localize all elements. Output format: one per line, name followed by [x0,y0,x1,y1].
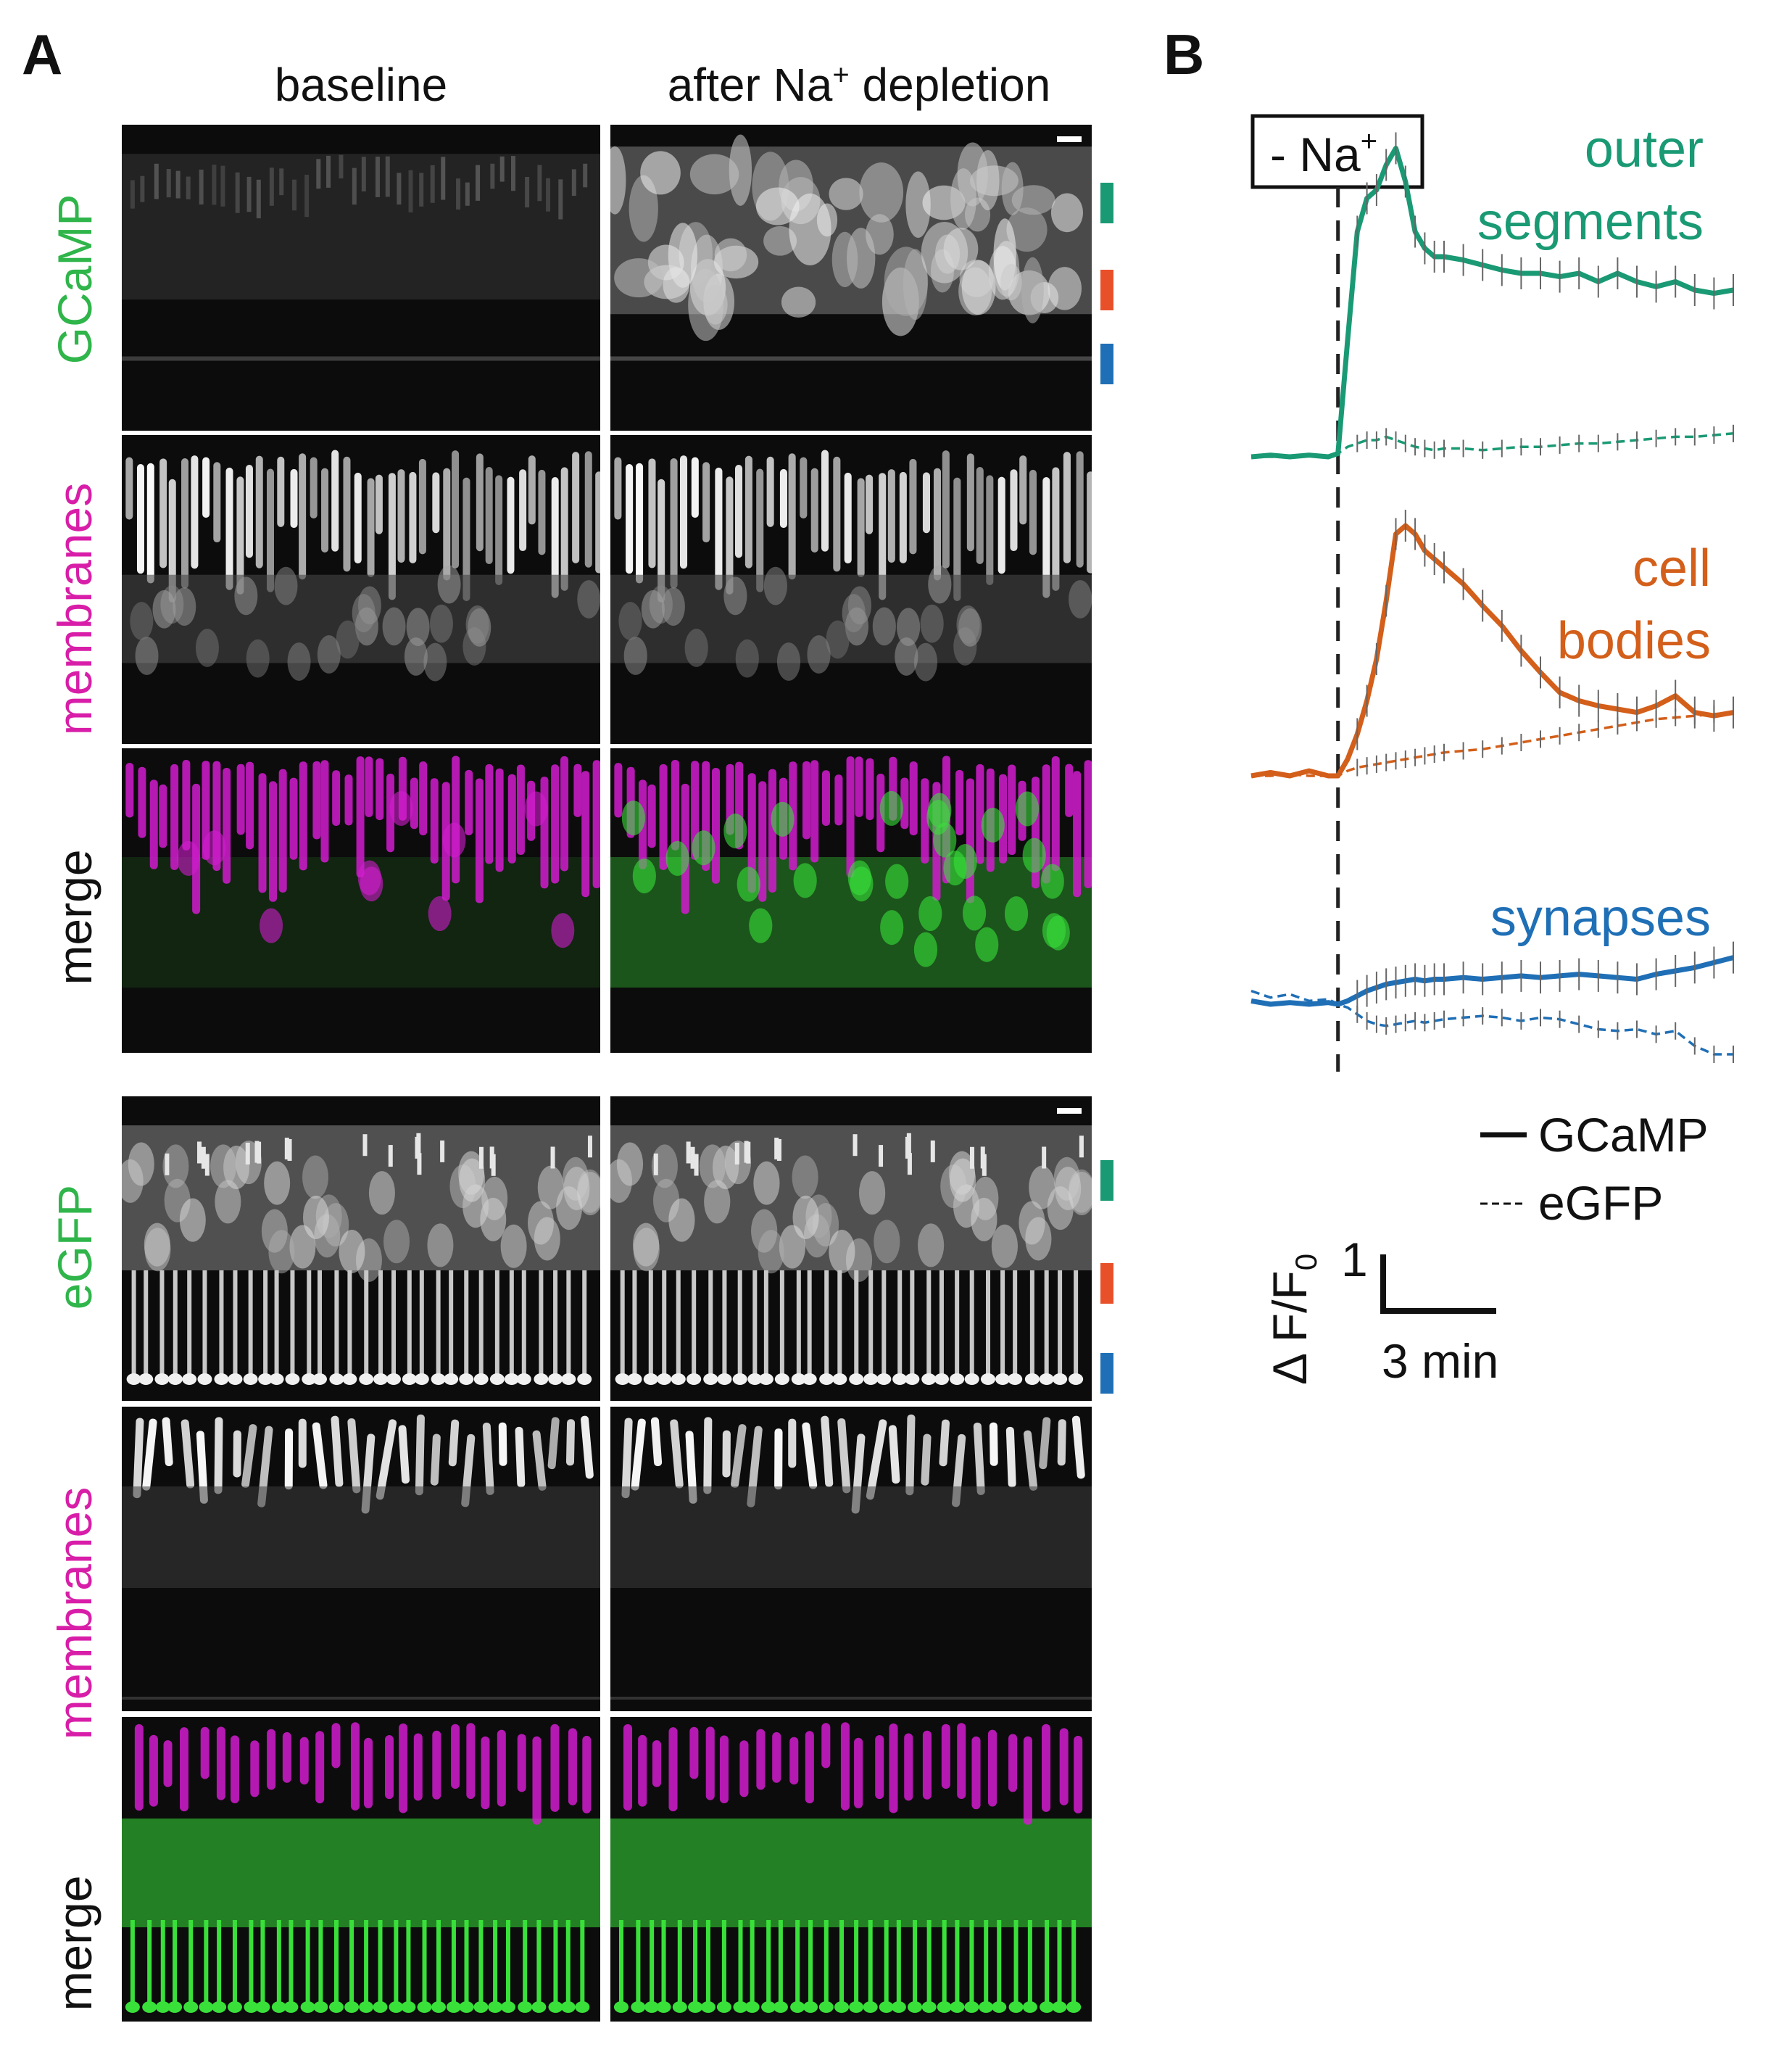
scale-bar-axis-sub: 0 [1289,1254,1323,1270]
marker-synapses-top [1100,344,1113,384]
trace-label-cell-bodies: cell [1633,539,1711,597]
image-membranes-baseline-bottom [122,1407,600,1711]
legend-label-egfp: eGFP [1538,1176,1663,1230]
image-membranes-after-top [610,435,1092,744]
image-merge-after-bottom [610,1717,1092,2022]
scale-bar-axis-label: Δ F/F0 [1263,1254,1323,1385]
row-label-egfp: eGFP [48,1184,101,1310]
column-title-after-suffix: depletion [849,59,1051,111]
trace-label-outer-segments: outer [1585,120,1704,178]
image-merge-after-top [610,748,1092,1053]
marker-synapses-bottom [1100,1353,1113,1394]
marker-cell-bodies-top [1100,270,1113,310]
line-chart: - Na+ outer segments cell bodies synapses GC… [1250,114,1734,1388]
marker-cell-bodies-bottom [1100,1263,1113,1304]
trace-label-outer-segments: segments [1477,193,1704,251]
scale-bar-bottom [1057,1108,1082,1114]
image-merge-baseline-top [122,748,600,1053]
row-label-membranes-bottom: membranes [48,1486,101,1740]
row-label-gcamp: GCaMP [48,194,101,365]
trace-gcamp-outer-segments [1250,146,1734,460]
trace-egfp-outer-segments [1251,432,1734,458]
image-gcamp-after [610,125,1092,431]
image-egfp-after [610,1096,1092,1401]
image-membranes-baseline-top [122,435,600,744]
stimulus-label: - Na+ [1270,125,1377,181]
scale-bar-l [1380,1254,1496,1314]
column-title-baseline: baseline [274,59,448,111]
column-title-after-na-depletion: after Na+ depletion [605,58,1113,112]
scale-bar-y-label: 1 [1341,1233,1368,1286]
scale-bar-top [1057,136,1082,142]
image-merge-baseline-bottom [122,1717,600,2022]
image-membranes-after-bottom [610,1407,1092,1711]
row-label-merge-top: merge [48,849,101,985]
trace-gcamp-cell-bodies [1250,523,1734,779]
panel-a-letter: A [22,22,63,86]
stimulus-box [1250,114,1424,189]
scale-bar-x-label: 3 min [1382,1334,1498,1388]
image-egfp-baseline [122,1096,600,1401]
trace-egfp-cell-bodies [1251,711,1734,777]
legend-label-gcamp: GCaMP [1538,1108,1709,1162]
trace-label-synapses: synapses [1490,889,1711,947]
stimulus-label-sup: + [1361,125,1377,157]
image-gcamp-baseline [122,125,600,431]
column-title-after-sup: + [832,59,850,91]
row-label-merge-bottom: merge [48,1875,101,2011]
marker-outer-segments-top [1100,183,1113,223]
trace-gcamp-synapses [1250,955,1734,1007]
trace-label-cell-bodies: bodies [1557,612,1711,670]
marker-outer-segments-bottom [1100,1160,1113,1201]
column-title-after-prefix: after Na [667,59,833,111]
panel-b-letter: B [1163,22,1205,86]
row-label-membranes-top: membranes [48,482,101,736]
trace-egfp-synapses [1250,989,1733,1056]
